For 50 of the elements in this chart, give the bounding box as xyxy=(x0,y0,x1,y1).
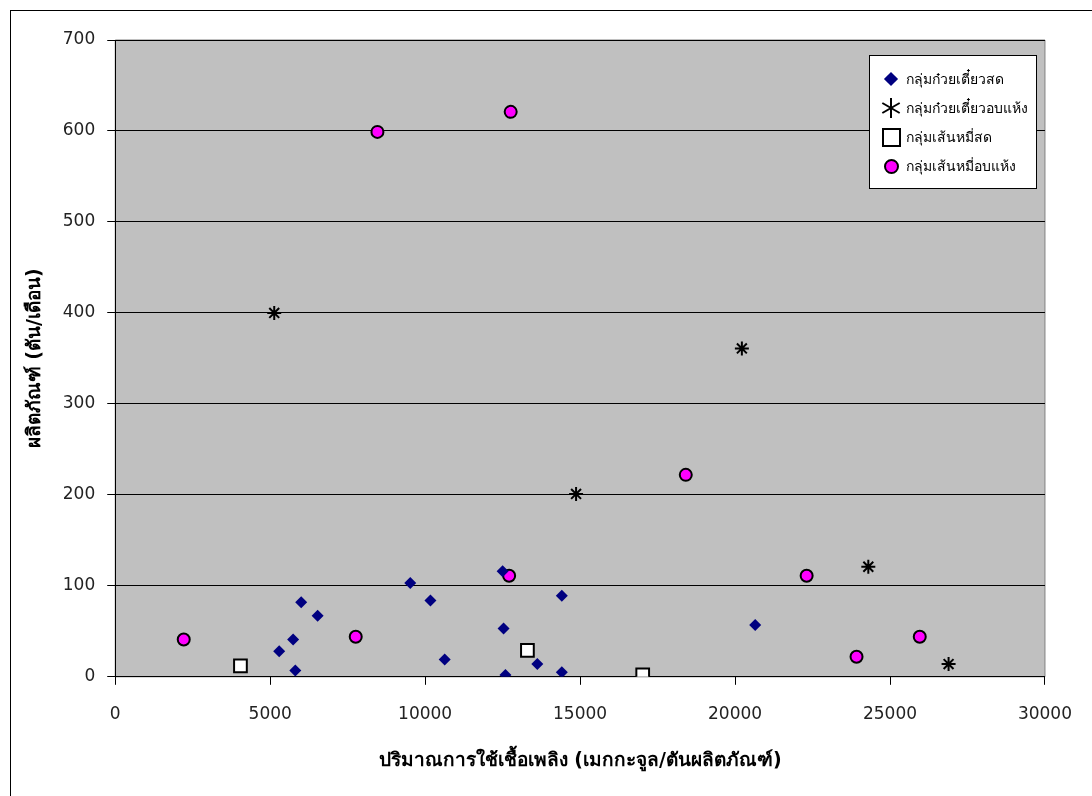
y-tick-label: 700 xyxy=(62,28,96,49)
point xyxy=(555,666,568,677)
point xyxy=(404,577,417,590)
y-tick-label: 0 xyxy=(84,665,96,686)
point xyxy=(496,565,509,578)
point xyxy=(289,664,302,677)
x-tick-label: 15000 xyxy=(553,703,608,724)
point xyxy=(749,618,762,631)
legend-label: กลุ่มก๋วยเตี๋ยวอบแห้ง xyxy=(905,97,1028,119)
point xyxy=(555,589,568,602)
point xyxy=(370,124,385,139)
point xyxy=(497,622,510,635)
y-tick-label: 200 xyxy=(62,483,96,504)
point xyxy=(233,658,248,674)
point xyxy=(568,485,585,502)
point xyxy=(295,596,308,609)
point xyxy=(733,340,750,357)
y-tick-label: 300 xyxy=(62,392,96,413)
x-tick-label: 10000 xyxy=(398,703,453,724)
legend-label: กลุ่มเส้นหมี่อบแห้ง xyxy=(905,156,1016,177)
point xyxy=(266,304,283,321)
x-tick-label: 25000 xyxy=(862,703,918,724)
point xyxy=(860,558,877,575)
point xyxy=(424,594,437,607)
point xyxy=(678,467,693,482)
point xyxy=(799,568,814,583)
point xyxy=(503,104,518,119)
point xyxy=(438,653,451,666)
y-tick-label: 100 xyxy=(62,574,96,595)
legend-label: กลุ่มเส้นหมี่สด xyxy=(905,127,992,148)
point xyxy=(531,658,544,671)
x-tick-label: 5000 xyxy=(248,703,292,724)
point xyxy=(912,629,927,644)
point xyxy=(520,643,535,658)
point xyxy=(287,633,300,646)
x-tick-label: 30000 xyxy=(1017,703,1073,724)
y-axis-title: ผลิตภัณฑ์ (ตัน/เดือน) xyxy=(22,268,45,449)
x-tick-label: 20000 xyxy=(708,703,763,724)
legend-label: กลุ่มก๋วยเตี๋ยวสด xyxy=(905,68,1004,90)
point xyxy=(273,645,286,658)
point xyxy=(940,656,957,673)
x-tick-label: 0 xyxy=(109,703,121,724)
x-axis-title: ปริมาณการใช้เชื้อเพลิง (เมกกะจูล/ตันผลิตภัณฑ์) xyxy=(378,744,782,772)
y-tick-label: 400 xyxy=(62,301,96,322)
y-tick-label: 500 xyxy=(62,210,96,231)
point xyxy=(849,649,864,664)
y-tick-label: 600 xyxy=(62,119,96,140)
point xyxy=(176,632,191,647)
point xyxy=(348,629,363,644)
point xyxy=(311,609,324,622)
